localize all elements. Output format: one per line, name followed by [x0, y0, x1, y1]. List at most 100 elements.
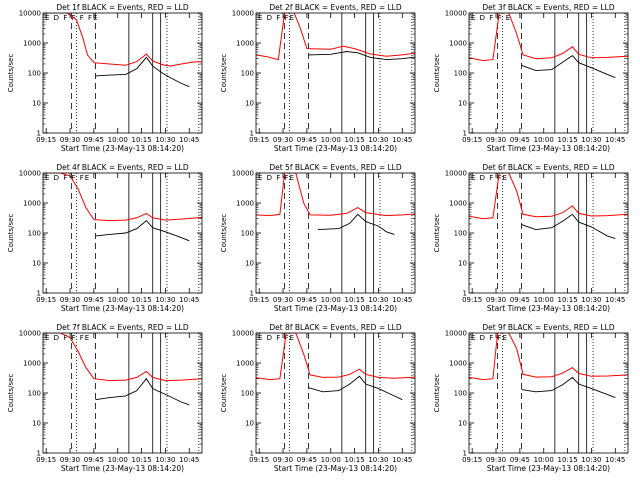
y-tick-label: 10 [458, 260, 467, 268]
x-tick-label: 10:15 [344, 296, 364, 304]
panel-title: Det 1f BLACK = Events, RED = LLD [56, 3, 189, 12]
x-tick-label: 09:30 [486, 136, 506, 144]
x-tick-label: 10:45 [605, 456, 625, 464]
x-tick-label: 10:00 [108, 456, 128, 464]
x-tick-label: 10:00 [534, 296, 554, 304]
y-tick-label: 10000 [19, 170, 41, 178]
x-tick-label: 09:45 [84, 296, 104, 304]
plot-frame [255, 12, 416, 134]
series-events-line [308, 51, 415, 61]
y-tick-label: 100 [241, 70, 254, 78]
y-tick-label: 100 [454, 230, 467, 238]
y-tick-label: 10 [458, 100, 467, 108]
series-lld-line [469, 173, 628, 220]
y-tick-label: 10000 [445, 10, 467, 18]
y-tick-label: 10 [245, 100, 254, 108]
series-lld-line [256, 13, 415, 61]
plot-frame [468, 172, 629, 294]
panel-4: Det 4f BLACK = Events, RED = LLD E D F F … [7, 163, 203, 313]
x-tick-label: 10:45 [392, 296, 412, 304]
x-tick-label: 10:00 [534, 456, 554, 464]
panel-flags: E D F F FE [45, 174, 90, 182]
panel-title: Det 8f BLACK = Events, RED = LLD [269, 323, 402, 332]
y-tick-label: 10 [32, 100, 41, 108]
panel-7: Det 7f BLACK = Events, RED = LLD E D F F … [7, 323, 203, 473]
plot-frame [42, 332, 203, 454]
x-tick-label: 09:30 [486, 296, 506, 304]
x-tick-label: 10:15 [131, 456, 151, 464]
x-tick-label: 09:30 [273, 456, 293, 464]
x-tick-label: 10:30 [581, 456, 601, 464]
y-tick-label: 100 [28, 70, 41, 78]
y-tick-label: 1000 [449, 40, 467, 48]
x-tick-label: 09:45 [510, 456, 530, 464]
x-tick-label: 10:00 [321, 296, 341, 304]
x-tick-label: 09:45 [297, 136, 317, 144]
x-tick-label: 09:30 [60, 456, 80, 464]
series-lld-line [256, 333, 415, 381]
y-tick-label: 10000 [232, 330, 254, 338]
panel-2: Det 2f BLACK = Events, RED = LLD E D F FE… [220, 3, 416, 153]
y-tick-label: 10000 [19, 10, 41, 18]
y-tick-label: 1 [250, 450, 254, 458]
x-axis-label: Start Time (23-May-13 08:14:20) [61, 304, 184, 313]
y-tick-label: 10 [458, 420, 467, 428]
y-tick-label: 100 [28, 390, 41, 398]
x-axis-label: Start Time (23-May-13 08:14:20) [487, 464, 610, 473]
y-tick-label: 1 [37, 450, 41, 458]
panel-flags: E D F F FE [45, 334, 90, 342]
y-tick-label: 1 [463, 290, 467, 298]
y-axis-label: Counts/sec [433, 214, 441, 253]
y-tick-label: 100 [454, 70, 467, 78]
y-tick-label: 10000 [232, 170, 254, 178]
y-axis-label: Counts/sec [433, 54, 441, 93]
panel-6: Det 6f BLACK = Events, RED = LLD E D F FE… [433, 163, 629, 313]
y-tick-label: 10 [245, 420, 254, 428]
series-events-line [95, 56, 190, 88]
series-lld-line [43, 13, 202, 67]
series-events-line [317, 213, 395, 235]
x-tick-label: 10:30 [368, 456, 388, 464]
panel-9: Det 9f BLACK = Events, RED = LLD E D F FE… [433, 323, 629, 473]
x-tick-label: 10:00 [321, 136, 341, 144]
x-tick-label: 09:30 [60, 136, 80, 144]
x-tick-label: 09:45 [297, 456, 317, 464]
y-tick-label: 100 [28, 230, 41, 238]
panel-flags: E D F FE [471, 334, 508, 342]
x-tick-label: 10:30 [155, 456, 175, 464]
x-tick-label: 09:45 [297, 296, 317, 304]
y-tick-label: 1000 [449, 360, 467, 368]
x-tick-label: 10:15 [557, 136, 577, 144]
x-tick-label: 09:15 [36, 136, 56, 144]
panel-title: Det 3f BLACK = Events, RED = LLD [482, 3, 615, 12]
series-events-line [521, 55, 616, 79]
x-tick-label: 10:00 [321, 456, 341, 464]
x-tick-label: 10:45 [179, 136, 199, 144]
y-axis-label: Counts/sec [7, 214, 15, 253]
panel-flags: E D F FE [258, 14, 295, 22]
y-axis-label: Counts/sec [433, 374, 441, 413]
y-axis-label: Counts/sec [220, 374, 228, 413]
series-lld-line [469, 13, 628, 62]
panel-title: Det 9f BLACK = Events, RED = LLD [482, 323, 615, 332]
panel-flags: E D F F E [471, 14, 511, 22]
x-tick-label: 10:30 [581, 136, 601, 144]
y-axis-label: Counts/sec [220, 54, 228, 93]
y-tick-label: 1000 [449, 200, 467, 208]
plot-frame [255, 332, 416, 454]
y-tick-label: 1000 [236, 40, 254, 48]
panel-3: Det 3f BLACK = Events, RED = LLD E D F F … [433, 3, 629, 153]
y-tick-label: 1000 [23, 360, 41, 368]
x-tick-label: 10:45 [179, 296, 199, 304]
series-events-line [95, 377, 190, 406]
y-tick-label: 10000 [19, 330, 41, 338]
y-tick-label: 10000 [445, 330, 467, 338]
x-tick-label: 10:00 [108, 296, 128, 304]
y-tick-label: 100 [241, 230, 254, 238]
x-tick-label: 09:15 [462, 136, 482, 144]
y-tick-label: 1000 [23, 200, 41, 208]
series-events-line [95, 219, 190, 242]
y-tick-label: 1000 [236, 200, 254, 208]
y-tick-label: 1 [463, 450, 467, 458]
x-tick-label: 10:45 [605, 296, 625, 304]
